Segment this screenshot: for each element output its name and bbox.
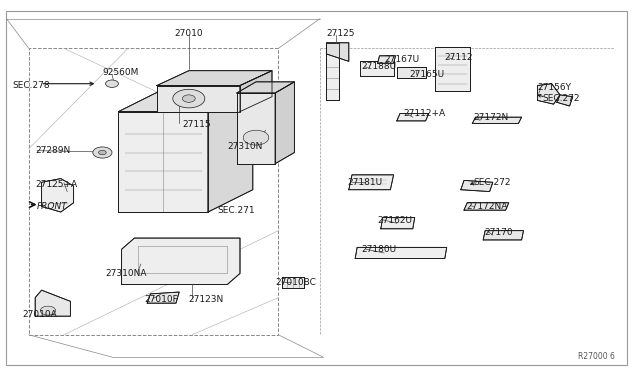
Text: 27125: 27125	[326, 29, 355, 38]
Polygon shape	[118, 89, 253, 112]
Text: 92560M: 92560M	[102, 68, 139, 77]
Polygon shape	[397, 67, 426, 78]
Text: 27112+A: 27112+A	[403, 109, 445, 118]
Circle shape	[243, 130, 269, 145]
Text: SEC.272: SEC.272	[474, 178, 511, 187]
Circle shape	[93, 147, 112, 158]
Polygon shape	[42, 179, 74, 212]
Text: 27310NA: 27310NA	[106, 269, 147, 278]
Text: R27000 6: R27000 6	[577, 352, 614, 361]
Circle shape	[106, 80, 118, 87]
Polygon shape	[326, 43, 349, 61]
Polygon shape	[397, 113, 429, 121]
Circle shape	[173, 89, 205, 108]
Circle shape	[99, 150, 106, 155]
Polygon shape	[237, 82, 294, 93]
Polygon shape	[326, 43, 339, 100]
Text: SEC.272: SEC.272	[543, 94, 580, 103]
Polygon shape	[355, 247, 447, 259]
Text: 27170: 27170	[484, 228, 513, 237]
Text: 27165U: 27165U	[410, 70, 445, 79]
Polygon shape	[472, 117, 522, 124]
Polygon shape	[122, 238, 240, 285]
Text: 27010: 27010	[175, 29, 203, 38]
Polygon shape	[538, 84, 560, 104]
Polygon shape	[349, 175, 394, 190]
Polygon shape	[157, 86, 240, 112]
Circle shape	[182, 95, 195, 102]
Text: 27123N: 27123N	[189, 295, 224, 304]
Text: 27162U: 27162U	[378, 216, 413, 225]
Text: 27172NA: 27172NA	[466, 202, 508, 211]
Text: 27010F: 27010F	[144, 295, 178, 304]
Polygon shape	[464, 203, 509, 210]
Text: 27125+A: 27125+A	[35, 180, 77, 189]
Polygon shape	[483, 231, 524, 240]
Text: 27156Y: 27156Y	[538, 83, 572, 92]
Polygon shape	[35, 290, 70, 316]
Polygon shape	[240, 71, 272, 112]
Text: 27115: 27115	[182, 120, 211, 129]
Polygon shape	[435, 46, 470, 91]
Text: 27289N: 27289N	[35, 146, 70, 155]
Polygon shape	[557, 95, 573, 106]
Polygon shape	[275, 82, 294, 164]
Text: 27310N: 27310N	[227, 142, 262, 151]
Polygon shape	[157, 71, 272, 86]
Polygon shape	[381, 218, 415, 229]
Text: 27010A: 27010A	[22, 310, 57, 319]
Text: 27010BC: 27010BC	[275, 278, 316, 287]
Text: 27172N: 27172N	[474, 113, 509, 122]
Polygon shape	[147, 292, 179, 303]
Polygon shape	[208, 89, 253, 212]
Polygon shape	[118, 112, 208, 212]
Polygon shape	[237, 93, 275, 164]
Text: 27112: 27112	[445, 53, 474, 62]
Text: 27180U: 27180U	[362, 246, 397, 254]
Polygon shape	[360, 61, 394, 76]
Polygon shape	[282, 277, 304, 288]
Text: SEC.271: SEC.271	[218, 206, 255, 215]
Text: 27167U: 27167U	[384, 55, 419, 64]
Polygon shape	[461, 180, 493, 192]
Text: 27181U: 27181U	[348, 178, 383, 187]
Text: 27188U: 27188U	[362, 62, 397, 71]
Polygon shape	[378, 56, 396, 63]
Text: FRONT: FRONT	[37, 202, 68, 211]
Bar	[29, 48, 278, 335]
Circle shape	[40, 306, 56, 315]
Text: SEC.278: SEC.278	[13, 81, 51, 90]
